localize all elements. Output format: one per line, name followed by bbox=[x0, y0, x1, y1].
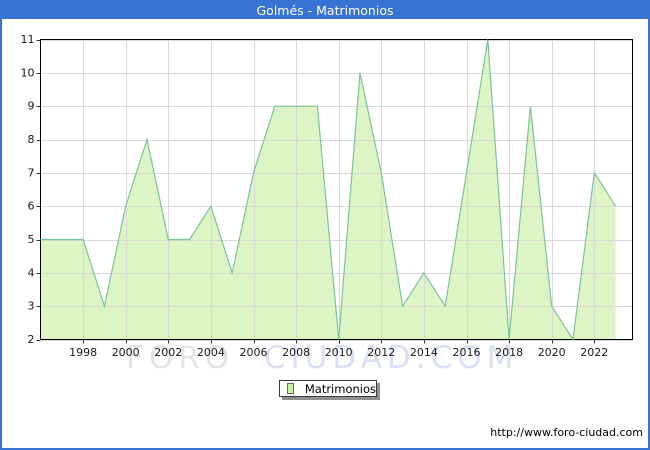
watermark-text-1: FORO bbox=[126, 340, 235, 376]
x-tick-label: 2010 bbox=[325, 346, 353, 359]
y-tick-label: 6 bbox=[28, 200, 35, 213]
legend: Matrimonios bbox=[279, 380, 377, 397]
y-tick-label: 3 bbox=[28, 300, 35, 313]
area-series bbox=[40, 39, 616, 340]
y-tick-label: 2 bbox=[28, 333, 35, 346]
x-tick-label: 2014 bbox=[410, 346, 438, 359]
y-tick-label: 11 bbox=[21, 33, 35, 46]
x-tick-label: 2002 bbox=[154, 346, 182, 359]
gridlines bbox=[40, 39, 633, 341]
x-tick-label: 2000 bbox=[112, 346, 140, 359]
x-tick-label: 1998 bbox=[69, 346, 97, 359]
x-tick-label: 2012 bbox=[367, 346, 395, 359]
legend-swatch-icon bbox=[287, 383, 294, 394]
y-tick-label: 9 bbox=[28, 100, 35, 113]
x-axis-labels: 1998 2000 2002 2004 2006 2008 2010 2012 2014 2016… bbox=[69, 346, 608, 359]
watermark: FORO CIUDAD.COM bbox=[126, 340, 518, 376]
x-tick-label: 2004 bbox=[197, 346, 225, 359]
x-tick-label: 2016 bbox=[453, 346, 481, 359]
y-tick-label: 5 bbox=[28, 233, 35, 246]
y-tick-label: 8 bbox=[28, 133, 35, 146]
axis-ticks bbox=[36, 40, 595, 344]
x-tick-label: 2022 bbox=[580, 346, 608, 359]
chart-title: Golmés - Matrimonios bbox=[256, 3, 394, 18]
y-tick-label: 4 bbox=[28, 266, 35, 279]
y-tick-label: 7 bbox=[28, 166, 35, 179]
watermark-text-2: CIUDAD.COM bbox=[263, 340, 519, 376]
legend-label: Matrimonios bbox=[304, 381, 376, 396]
line-series bbox=[40, 39, 617, 342]
x-tick-label: 2018 bbox=[495, 346, 523, 359]
y-axis-labels: 2 3 4 5 6 7 8 9 10 11 bbox=[21, 33, 35, 346]
y-tick-label: 10 bbox=[21, 66, 35, 79]
x-tick-label: 2020 bbox=[538, 346, 566, 359]
chart-title-bar: Golmés - Matrimonios bbox=[2, 2, 648, 19]
x-tick-label: 2008 bbox=[282, 346, 310, 359]
x-tick-label: 2006 bbox=[240, 346, 268, 359]
plot-border bbox=[40, 39, 633, 340]
footer-url[interactable]: http://www.foro-ciudad.com bbox=[490, 426, 643, 439]
